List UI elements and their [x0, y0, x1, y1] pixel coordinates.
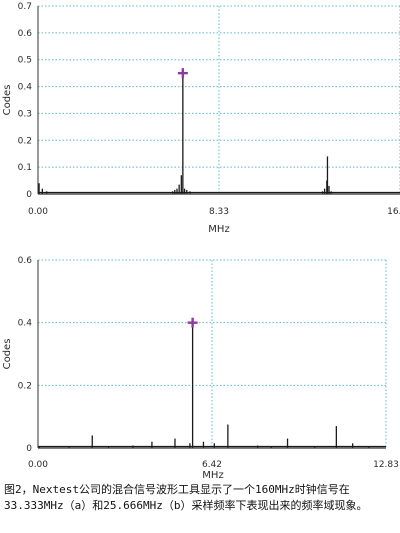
x-axis-label-a: MHz	[208, 224, 229, 235]
y-tick-label: 0.1	[18, 163, 32, 173]
y-tick-label: 0.2	[18, 381, 32, 391]
axes-a	[37, 6, 400, 195]
x-tick-label: 0.00	[28, 460, 48, 470]
axes-b	[37, 260, 386, 449]
x-tick-labels-a: 0.00 8.33 16.67	[28, 207, 400, 217]
y-tick-label: 0	[26, 444, 32, 454]
x-tick-labels-b: 0.00 6.42 12.83	[28, 460, 399, 470]
y-tick-label: 0.4	[18, 83, 33, 93]
y-axis-label-a: Codes	[2, 85, 13, 116]
chart-a: 0 0.1 0.2 0.3 0.4 0.5 0.6 0.7 0.00 8.33 16.67 Cod…	[2, 2, 400, 235]
y-tick-label: 0.4	[18, 319, 33, 329]
y-tick-label: 0.5	[18, 56, 32, 66]
y-tick-label: 0.6	[18, 29, 33, 39]
y-tick-labels-a: 0 0.1 0.2 0.3 0.4 0.5 0.6 0.7	[18, 2, 33, 200]
peak-marker-b	[187, 317, 198, 328]
y-axis-label-b: Codes	[2, 339, 13, 370]
figure-caption: 图2，Nextest公司的混合信号波形工具显示了一个160MHz时钟信号在33.…	[4, 483, 368, 512]
peak-marker-a	[177, 68, 188, 79]
x-tick-label: 0.00	[28, 207, 48, 217]
y-tick-label: 0.6	[18, 256, 33, 266]
y-tick-label: 0.3	[18, 109, 32, 119]
y-tick-labels-b: 0 0.2 0.4 0.6	[18, 256, 33, 454]
x-axis-label-b: MHz	[202, 470, 223, 478]
spectrum-trace-b	[38, 322, 386, 448]
grid-b	[38, 259, 387, 448]
grid-a	[38, 5, 400, 194]
chart-b: 0 0.2 0.4 0.6 0.00 6.42 12.83 Codes MHz	[2, 256, 399, 478]
y-tick-label: 0.7	[18, 2, 32, 12]
x-tick-label: 8.33	[209, 207, 229, 217]
y-tick-label: 0	[26, 190, 32, 200]
x-tick-label: 6.42	[202, 460, 222, 470]
x-tick-label: 16.67	[387, 207, 400, 217]
y-tick-label: 0.2	[18, 136, 32, 146]
x-tick-label: 12.83	[373, 460, 399, 470]
